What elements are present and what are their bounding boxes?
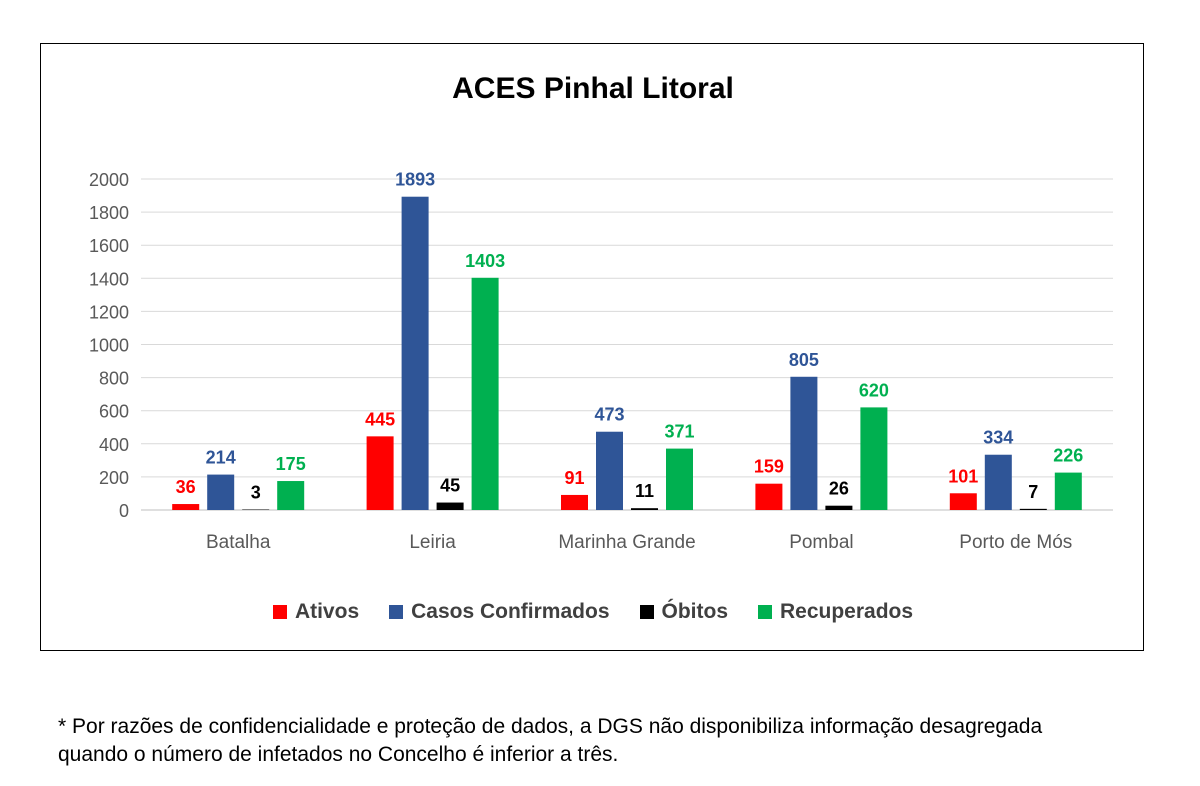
legend-swatch	[273, 605, 287, 619]
legend-label: Recuperados	[780, 600, 913, 624]
chart-frame: ACES Pinhal Litoral 0 200 400 600 800 1000 120…	[40, 43, 1144, 651]
legend-swatch	[389, 605, 403, 619]
legend-label: Casos Confirmados	[411, 600, 609, 624]
x-tick-label: Porto de Mós	[959, 532, 1072, 553]
bar-chart-plot: 0200400600800100012001400160018002000362…	[41, 44, 1145, 604]
data-label: 334	[983, 428, 1013, 448]
bar	[666, 449, 693, 510]
data-label: 7	[1028, 482, 1038, 502]
bar	[472, 278, 499, 510]
data-label: 11	[635, 481, 654, 501]
x-tick-label: Batalha	[206, 532, 271, 553]
bar	[277, 481, 304, 510]
footnote-line-2: quando o número de infetados no Concelho…	[58, 741, 1178, 769]
y-tick-label: 1000	[89, 336, 129, 356]
data-label: 101	[948, 466, 978, 486]
bar	[1020, 509, 1047, 510]
bar	[631, 508, 658, 510]
legend-swatch	[758, 605, 772, 619]
data-label: 620	[859, 380, 889, 400]
data-label: 371	[664, 422, 694, 442]
bar	[790, 377, 817, 510]
y-tick-label: 1800	[89, 203, 129, 223]
y-tick-label: 1600	[89, 236, 129, 256]
bar	[561, 495, 588, 510]
footnote-line-1: * Por razões de confidencialidade e prot…	[58, 713, 1178, 741]
data-label: 26	[829, 479, 849, 499]
bar	[172, 504, 199, 510]
chart-legend: Ativos Casos Confirmados Óbitos Recuperados	[41, 600, 1145, 624]
data-label: 226	[1053, 446, 1083, 466]
data-label: 805	[789, 350, 819, 370]
bar	[825, 506, 852, 510]
y-tick-label: 1400	[89, 269, 129, 289]
legend-label: Ativos	[295, 600, 359, 624]
x-tick-label: Leiria	[409, 532, 456, 553]
bar	[596, 432, 623, 510]
x-tick-label: Pombal	[789, 532, 853, 553]
bar	[367, 436, 394, 510]
data-label: 159	[754, 457, 784, 477]
bar	[437, 503, 464, 510]
legend-label: Óbitos	[662, 600, 729, 624]
data-label: 45	[440, 476, 460, 496]
y-tick-label: 400	[99, 435, 129, 455]
bar	[950, 493, 977, 510]
data-label: 91	[564, 468, 584, 488]
bar	[402, 197, 429, 510]
legend-item: Ativos	[273, 600, 359, 624]
legend-swatch	[640, 605, 654, 619]
y-tick-label: 600	[99, 402, 129, 422]
y-tick-label: 0	[119, 501, 129, 521]
bar	[207, 475, 234, 510]
data-label: 1403	[465, 251, 505, 271]
y-tick-label: 800	[99, 369, 129, 389]
bar	[755, 484, 782, 510]
data-label: 36	[176, 477, 196, 497]
y-tick-label: 2000	[89, 170, 129, 190]
data-label: 3	[251, 483, 261, 503]
legend-item: Recuperados	[758, 600, 913, 624]
data-label: 1893	[395, 170, 435, 190]
bar	[860, 407, 887, 510]
data-label: 214	[206, 448, 236, 468]
legend-item: Casos Confirmados	[389, 600, 609, 624]
legend-item: Óbitos	[640, 600, 729, 624]
data-label: 445	[365, 409, 395, 429]
footnote: * Por razões de confidencialidade e prot…	[58, 713, 1178, 769]
bar	[985, 455, 1012, 510]
y-tick-label: 200	[99, 468, 129, 488]
data-label: 175	[276, 454, 306, 474]
x-tick-label: Marinha Grande	[558, 532, 695, 553]
y-tick-label: 1200	[89, 302, 129, 322]
bar	[1055, 473, 1082, 510]
data-label: 473	[594, 405, 624, 425]
